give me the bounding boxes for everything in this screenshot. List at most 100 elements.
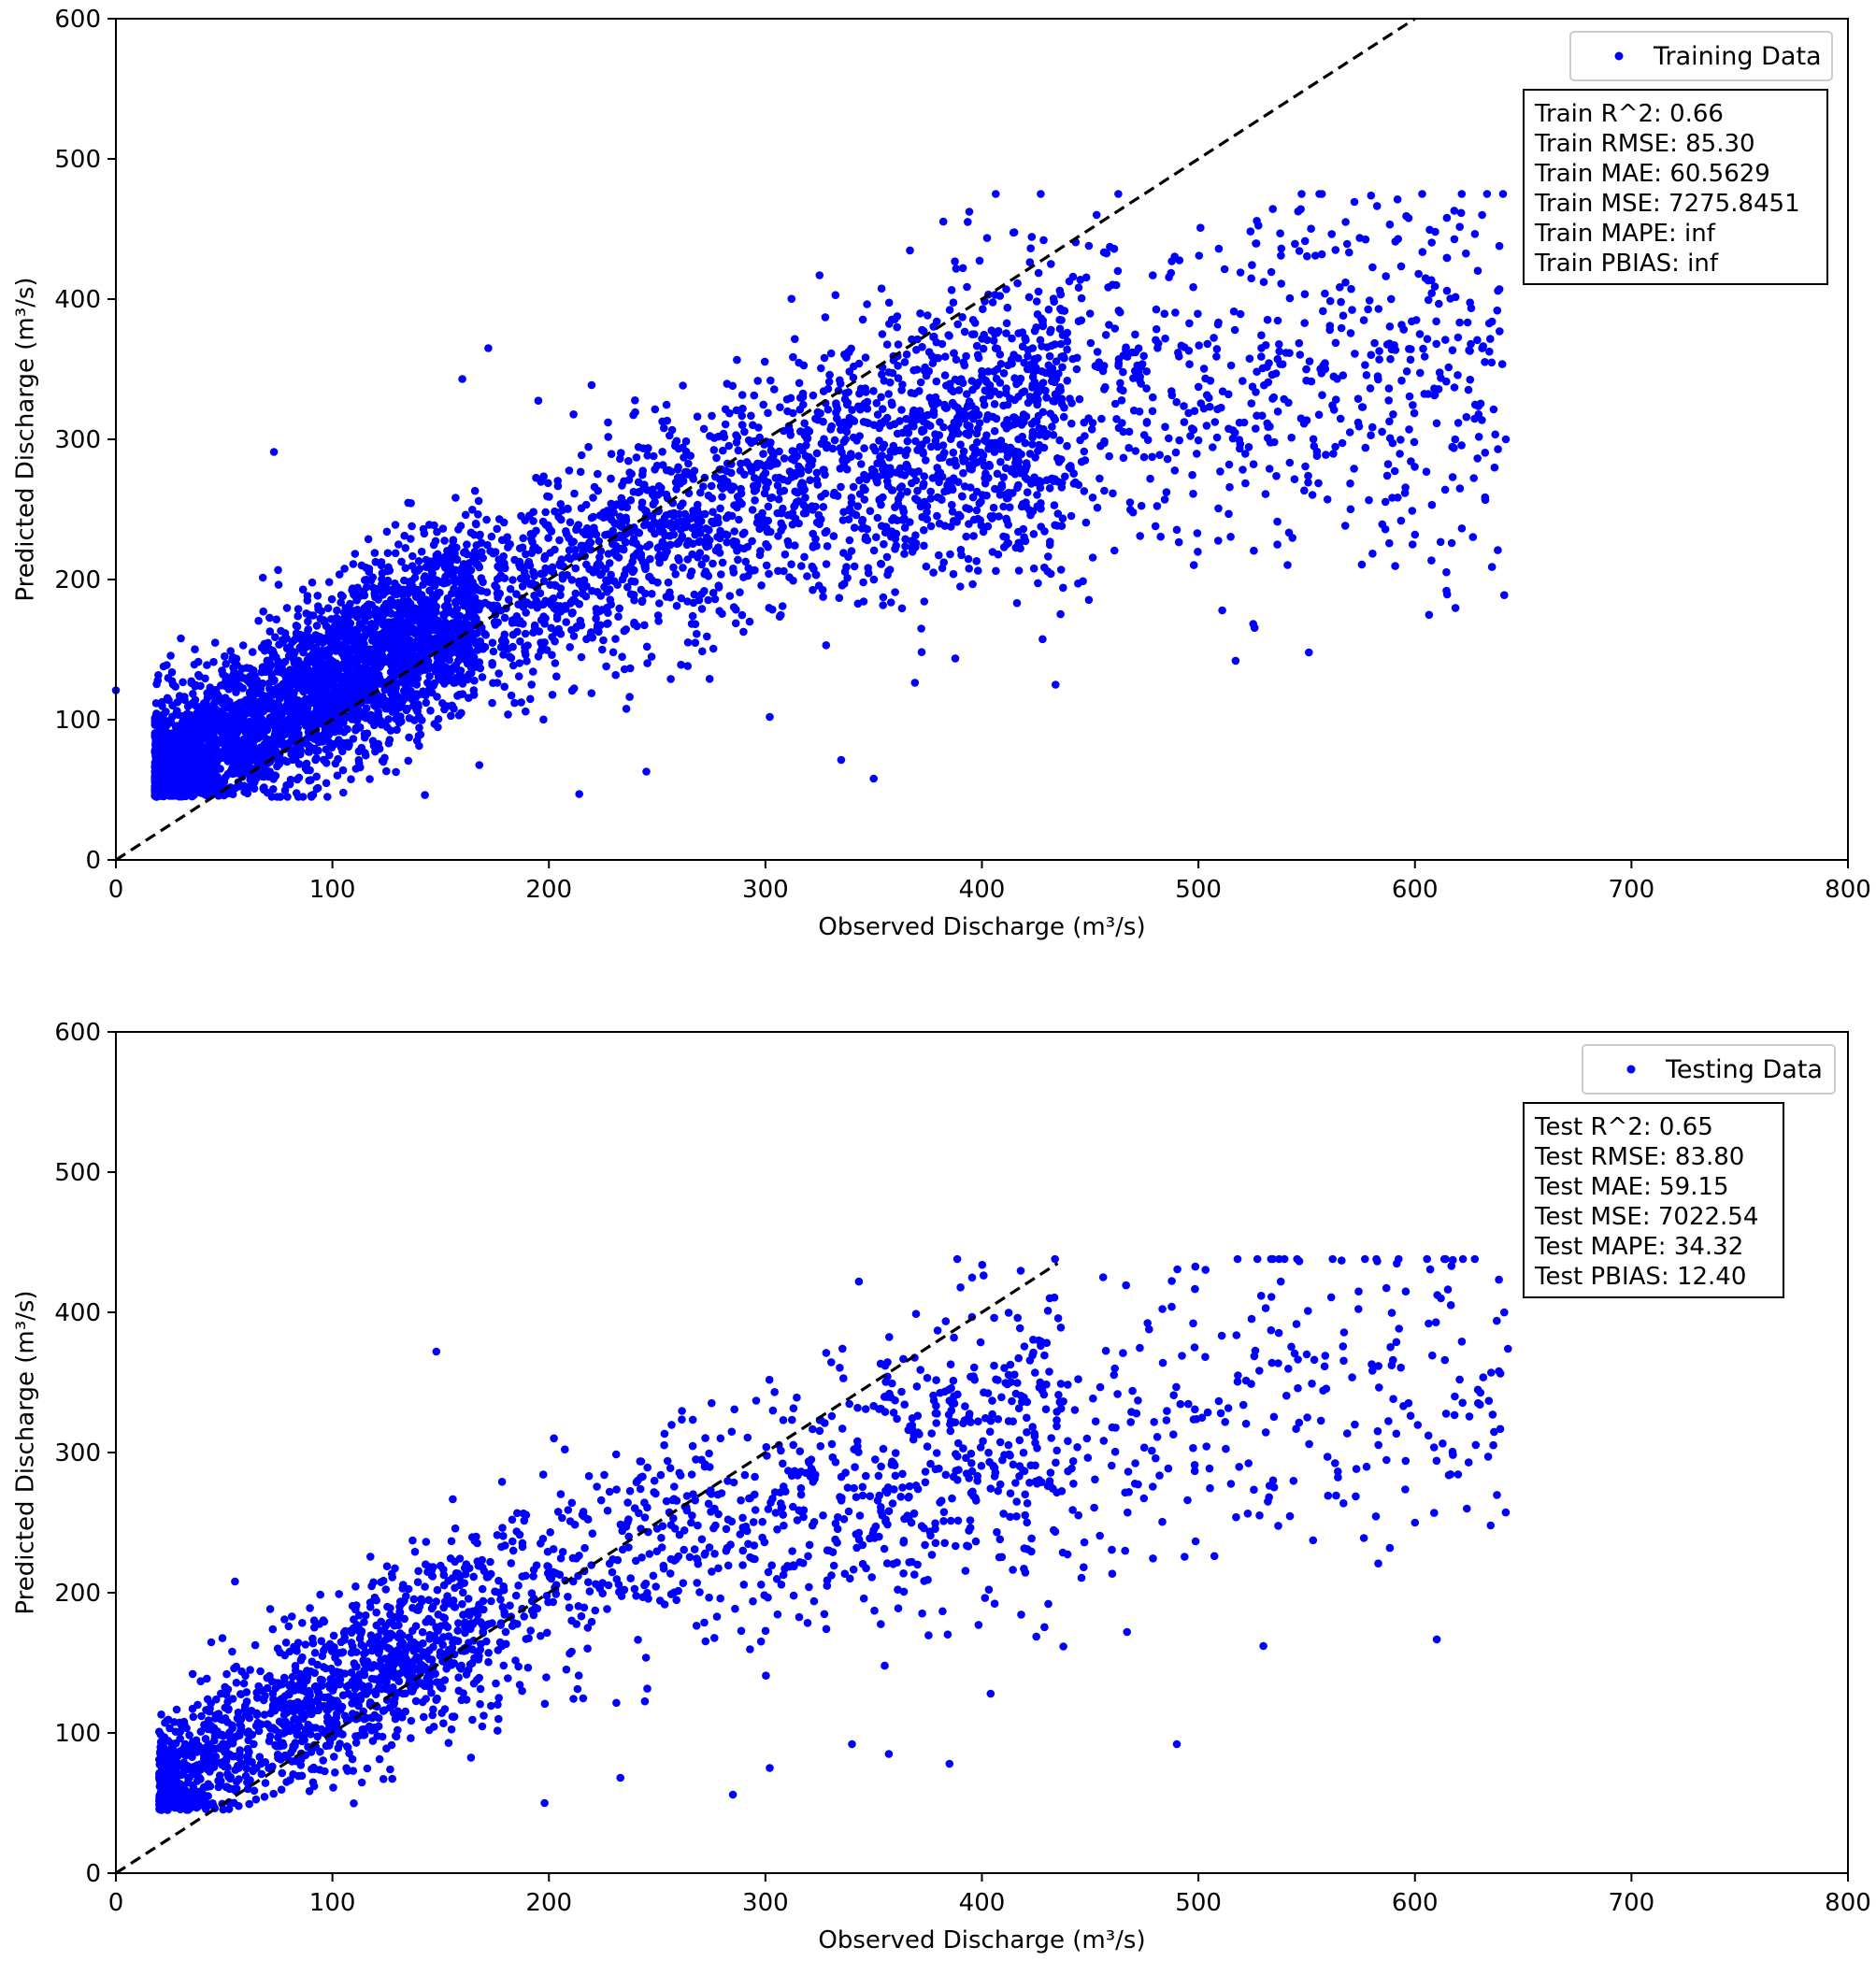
training-point (886, 378, 895, 387)
training-point (295, 643, 305, 651)
training-point (556, 584, 566, 593)
training-point (709, 644, 718, 653)
training-point (1017, 502, 1026, 511)
training-point (932, 377, 941, 386)
training-point (972, 506, 981, 515)
training-point (1131, 447, 1140, 455)
training-point (695, 595, 704, 605)
training-point (674, 463, 682, 472)
training-point (760, 489, 769, 498)
training-point (900, 523, 909, 532)
training-point (312, 772, 322, 781)
training-point (1481, 358, 1489, 366)
training-point (939, 451, 948, 459)
training-point (1046, 328, 1054, 336)
training-point (900, 358, 909, 366)
training-point (1273, 408, 1282, 416)
training-point (929, 333, 938, 341)
training-point (523, 657, 531, 666)
training-point (974, 353, 983, 363)
training-point (364, 535, 373, 544)
training-point (494, 669, 503, 678)
training-point (1224, 509, 1233, 519)
training-point (1462, 412, 1471, 422)
training-point (1432, 317, 1440, 326)
training-point (882, 340, 892, 349)
training-point (1035, 387, 1043, 396)
training-point (817, 364, 825, 373)
training-point (800, 552, 809, 562)
training-point (1054, 369, 1063, 379)
training-point (1396, 516, 1406, 525)
training-point (1409, 401, 1417, 409)
training-point (962, 351, 970, 361)
training-point (861, 485, 869, 494)
training-point (762, 561, 771, 570)
training-point (259, 726, 268, 736)
training-point (691, 530, 699, 539)
training-point (1466, 375, 1475, 384)
training-point (864, 564, 872, 572)
training-point (889, 514, 898, 522)
training-point (965, 565, 973, 573)
training-point (323, 793, 332, 801)
training-point (923, 515, 932, 523)
training-point (1388, 438, 1397, 448)
training-point (1216, 467, 1224, 476)
training-point (1056, 609, 1065, 619)
training-point (495, 589, 504, 598)
training-point (391, 549, 400, 558)
training-point (555, 536, 564, 545)
training-point (504, 645, 512, 653)
training-point (1448, 442, 1456, 451)
training-point (1172, 525, 1181, 535)
training-point (705, 675, 714, 683)
training-point (1284, 398, 1293, 408)
training-point (489, 647, 498, 656)
training-point (850, 562, 859, 571)
training-point (1021, 466, 1030, 475)
training-point (703, 632, 711, 641)
training-point (1277, 244, 1286, 253)
training-point (384, 715, 393, 723)
training-point (653, 544, 663, 552)
training-point (269, 775, 278, 783)
training-point (992, 566, 1000, 576)
training-point (1214, 504, 1223, 513)
training-point (570, 489, 579, 498)
training-point (1142, 418, 1152, 426)
training-point (688, 611, 697, 621)
training-point (1273, 316, 1282, 325)
training-point (366, 620, 376, 629)
training-point (1385, 322, 1395, 331)
training-point (1063, 377, 1071, 385)
training-point (1275, 347, 1283, 356)
training-point (753, 377, 762, 385)
training-point (499, 651, 508, 659)
training-point (611, 635, 620, 643)
training-point (386, 726, 395, 735)
training-point (379, 693, 387, 701)
training-point (1497, 360, 1507, 368)
training-point (897, 406, 906, 414)
training-point (620, 477, 628, 486)
training-point (891, 588, 899, 596)
training-point (1500, 591, 1509, 599)
training-point (1283, 561, 1292, 569)
training-point (727, 468, 736, 478)
training-point (774, 532, 782, 540)
training-point (982, 234, 992, 242)
training-point (612, 500, 622, 508)
training-point (787, 560, 795, 568)
training-point (1300, 236, 1310, 246)
training-point (463, 550, 471, 559)
training-point (519, 534, 527, 543)
training-point (391, 521, 400, 529)
training-point (594, 559, 603, 567)
training-point (1498, 190, 1508, 198)
training-point (1119, 453, 1128, 463)
training-point (499, 551, 508, 561)
training-point (1353, 394, 1363, 404)
training-point (552, 672, 561, 680)
